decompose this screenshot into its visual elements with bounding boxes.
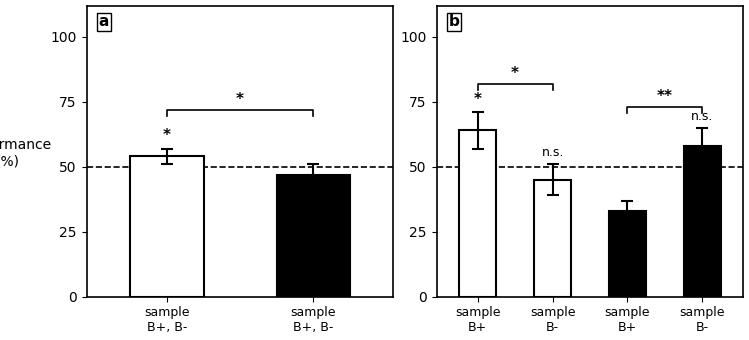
Bar	[276, 174, 350, 297]
Text: b: b	[449, 14, 460, 29]
Text: a: a	[99, 14, 109, 29]
Bar	[130, 156, 204, 297]
Text: n.s.: n.s.	[302, 193, 324, 206]
Text: n.s.: n.s.	[691, 109, 714, 122]
Text: n.s.: n.s.	[542, 146, 564, 159]
Text: ****: ****	[611, 229, 643, 244]
Bar	[609, 211, 646, 297]
Text: *: *	[163, 128, 171, 143]
Bar	[459, 130, 497, 297]
Text: *: *	[473, 92, 482, 107]
Text: *: *	[236, 92, 244, 107]
Text: Performance
(%): Performance (%)	[0, 138, 52, 168]
Text: **: **	[657, 89, 673, 104]
Bar	[534, 180, 571, 297]
Text: *: *	[511, 66, 519, 81]
Bar	[684, 146, 721, 297]
